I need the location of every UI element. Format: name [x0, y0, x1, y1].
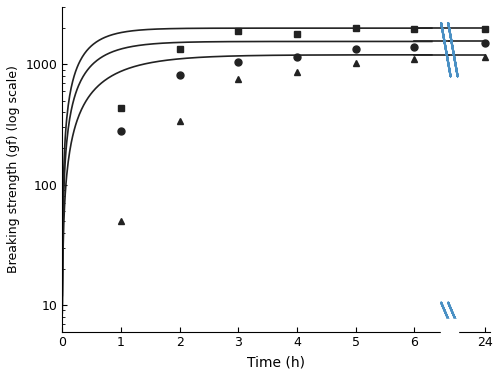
- Y-axis label: Breaking strength (gf) (log scale): Breaking strength (gf) (log scale): [7, 65, 20, 273]
- Bar: [440, 318, 458, 345]
- X-axis label: Time (h): Time (h): [248, 355, 306, 369]
